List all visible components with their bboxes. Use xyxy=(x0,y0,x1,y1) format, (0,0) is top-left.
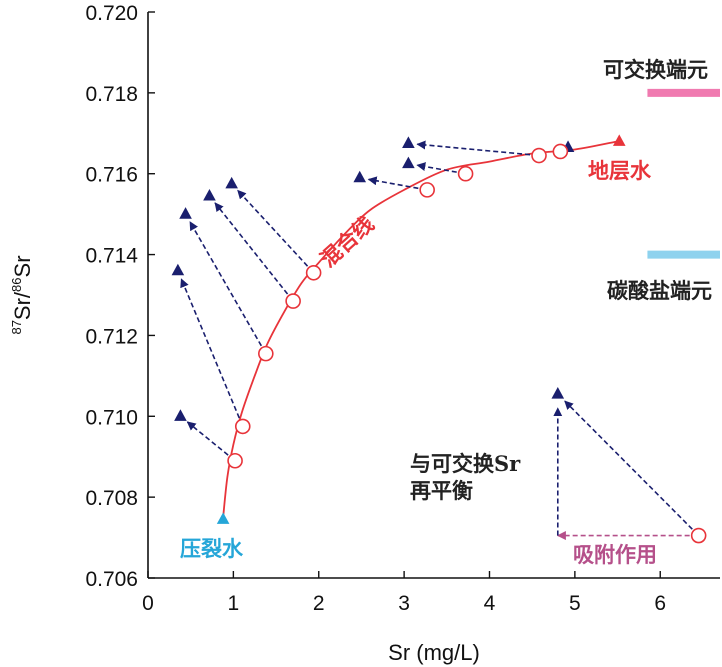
y-tick-label: 0.714 xyxy=(85,245,138,268)
label-exchangeable-endmember: 可交换端元 xyxy=(603,57,708,82)
label-fracturing-fluid: 压裂水 xyxy=(180,536,244,561)
fracturing-fluid-marker xyxy=(216,512,230,524)
x-tick-label: 1 xyxy=(228,592,240,615)
x-tick-label: 3 xyxy=(398,592,410,615)
shift-arrows xyxy=(180,140,531,456)
shift-arrow xyxy=(237,189,309,267)
label-formation-water: 地层水 xyxy=(588,158,652,183)
y-axis-title: 87Sr/86Sr xyxy=(9,255,35,334)
schematic-diagonal-arrow xyxy=(564,400,693,530)
y-tick-label: 0.712 xyxy=(85,325,138,348)
mixing-point xyxy=(227,452,243,469)
y-tick-label: 0.720 xyxy=(85,2,138,25)
label-adsorption: 吸附作用 xyxy=(573,542,657,567)
formation-water-marker xyxy=(612,134,626,146)
y-tick-label: 0.716 xyxy=(85,164,138,187)
sample-marker xyxy=(402,156,415,169)
x-tick-label: 5 xyxy=(569,592,581,615)
sample-marker xyxy=(171,263,185,276)
mixing-point xyxy=(457,165,474,182)
label-re-equilibrium-line-1: 与可交换Sr xyxy=(410,451,521,476)
endpoint-markers xyxy=(216,134,626,524)
mixing-point xyxy=(552,143,569,160)
y-axis-title-superscript-1: 87 xyxy=(9,320,24,334)
x-tick-label: 2 xyxy=(313,592,325,615)
y-tick-label: 0.710 xyxy=(85,406,138,429)
label-carbonate-endmember: 碳酸盐端元 xyxy=(607,278,712,303)
endmember-bars xyxy=(647,88,720,259)
x-tick-label: 6 xyxy=(654,592,666,615)
sample-markers xyxy=(171,136,575,421)
shift-arrow xyxy=(416,140,531,156)
sample-marker xyxy=(353,170,367,183)
mixing-point xyxy=(531,147,547,164)
label-mixing-line: 混合线 xyxy=(315,211,379,272)
sample-marker xyxy=(203,188,216,201)
x-tick-label: 4 xyxy=(484,592,496,615)
x-axis-title: Sr (mg/L) xyxy=(388,640,480,665)
shift-arrow xyxy=(186,421,229,456)
shift-arrow xyxy=(180,278,241,419)
y-tick-label: 0.718 xyxy=(85,83,138,106)
x-tick-label: 0 xyxy=(142,592,154,615)
shift-arrow xyxy=(214,202,289,295)
y-axis-title-part-2: Sr xyxy=(10,255,35,277)
mixing-point xyxy=(305,264,322,281)
mixing-point xyxy=(258,345,274,362)
mixing-point xyxy=(285,293,301,309)
y-axis-ticks: 0.706 0.708 0.710 0.712 0.714 0.716 0.718 0.720 xyxy=(85,2,155,591)
x-axis-ticks: 0 1 2 3 4 5 6 xyxy=(142,571,666,615)
y-axis-title-part-1: Sr/ xyxy=(10,291,35,320)
mixing-point xyxy=(234,418,251,435)
y-axis-title-superscript-2: 86 xyxy=(9,277,24,291)
y-tick-label: 0.708 xyxy=(85,487,138,510)
axes xyxy=(147,12,720,579)
schematic-arrows xyxy=(553,400,693,541)
shift-arrow xyxy=(416,162,457,173)
sample-marker xyxy=(179,207,192,219)
mixing-point xyxy=(419,182,435,198)
shift-arrow xyxy=(367,176,419,190)
y-tick-label: 0.706 xyxy=(85,568,138,591)
sample-marker xyxy=(174,409,187,421)
sample-marker xyxy=(551,387,565,399)
sample-marker xyxy=(225,176,238,189)
mixing-points xyxy=(227,143,707,544)
sample-marker xyxy=(402,136,415,148)
label-re-equilibrium-line-2: 再平衡 xyxy=(410,478,473,503)
mixing-point xyxy=(690,527,707,544)
